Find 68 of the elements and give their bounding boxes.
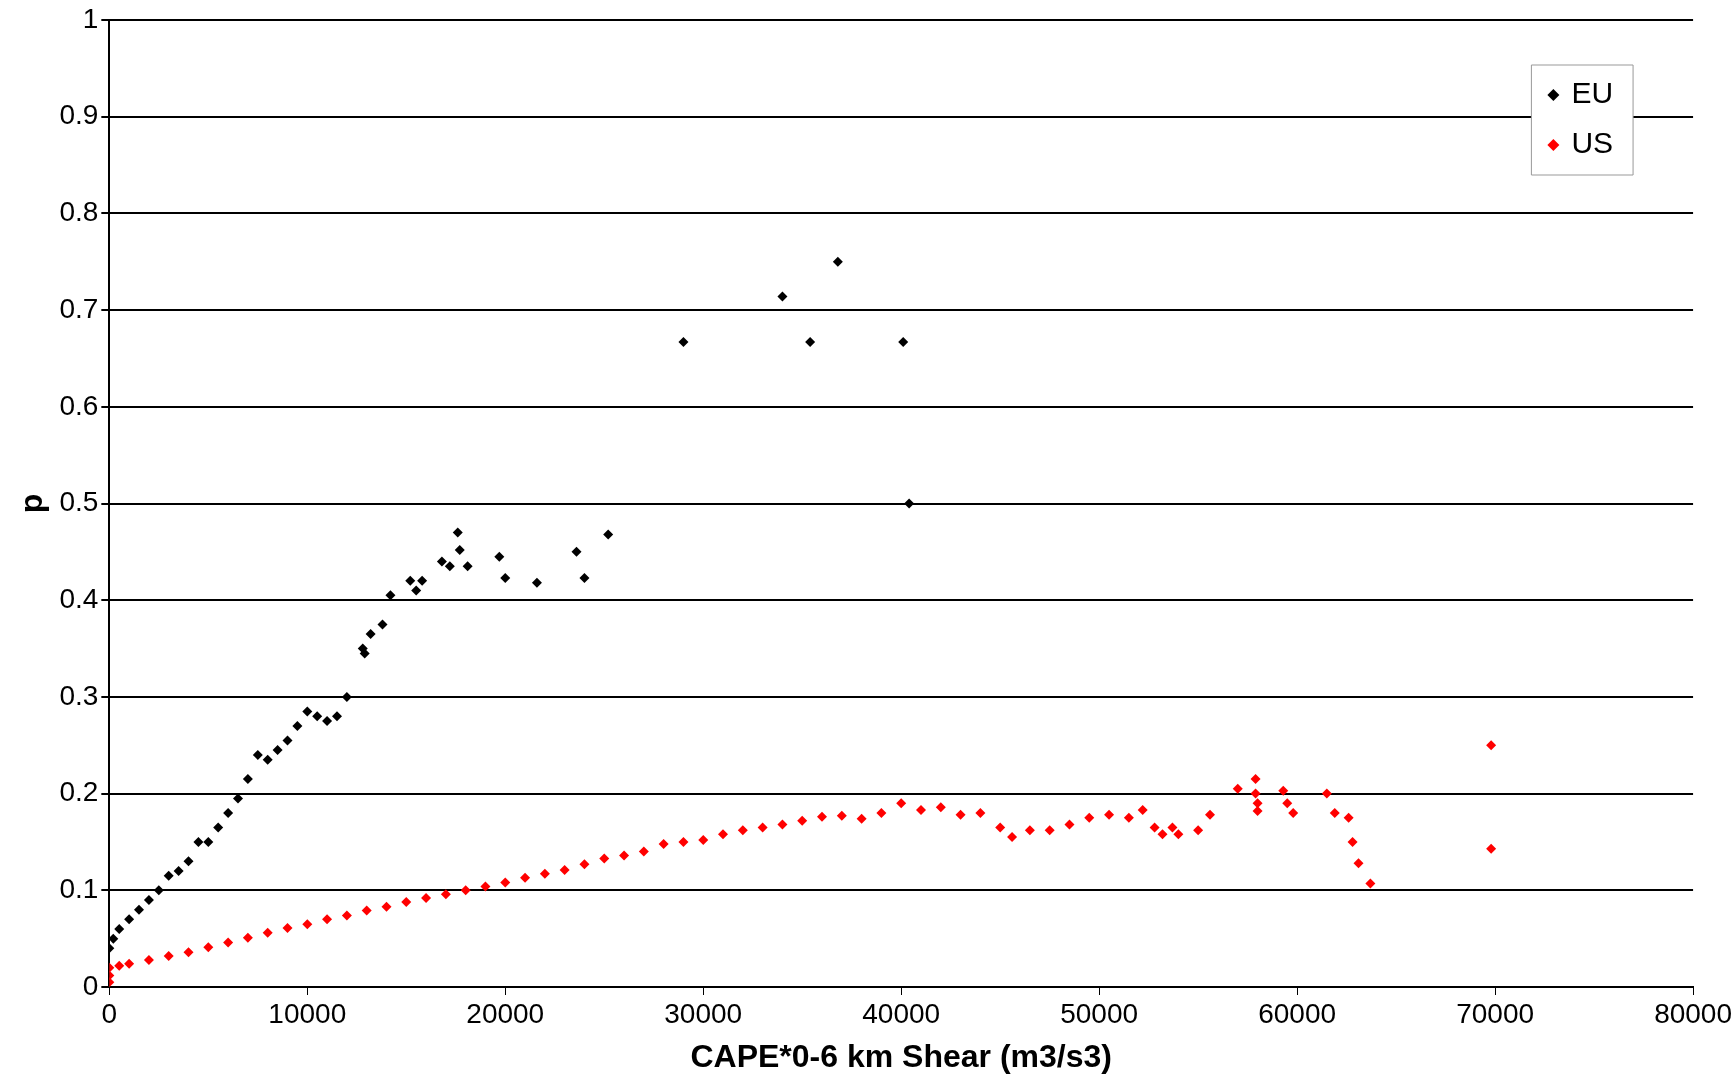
point (678, 337, 689, 348)
point (436, 556, 447, 567)
point (805, 337, 816, 348)
y-tick-label: 0.6 (59, 389, 99, 421)
point (904, 498, 915, 509)
point (531, 577, 542, 588)
point (203, 836, 214, 847)
point (603, 529, 614, 540)
point (898, 337, 909, 348)
point (579, 572, 590, 583)
point (302, 706, 313, 717)
point (114, 923, 125, 934)
y-tick-label: 0.1 (59, 873, 99, 905)
x-tick-label: 20000 (466, 997, 545, 1029)
point (272, 745, 283, 756)
y-tick-label: 0.2 (59, 776, 99, 808)
point (124, 914, 135, 925)
x-tick-label: 70000 (1456, 997, 1535, 1029)
point (377, 619, 388, 630)
point (832, 256, 843, 267)
y-tick-label: 0.9 (59, 99, 99, 131)
point (444, 561, 455, 572)
point (262, 754, 273, 765)
point (500, 572, 511, 583)
y-tick-label: 0 (82, 969, 99, 1001)
point (134, 904, 145, 915)
point (322, 716, 333, 727)
legend-label: EU (1571, 76, 1614, 110)
point (242, 774, 253, 785)
point (365, 629, 376, 640)
point (452, 527, 463, 538)
point (109, 933, 119, 944)
point (213, 822, 224, 833)
point (252, 749, 263, 760)
point (193, 836, 204, 847)
point (494, 551, 505, 562)
point (777, 291, 788, 302)
point (223, 807, 234, 818)
y-tick-label: 0.8 (59, 196, 99, 228)
point (163, 870, 174, 881)
x-tick-label: 10000 (268, 997, 347, 1029)
x-axis-title: CAPE*0-6 km Shear (m3/s3) (690, 1037, 1112, 1074)
point (571, 546, 582, 557)
point (143, 894, 154, 905)
point (183, 856, 194, 867)
x-tick-label: 30000 (664, 997, 743, 1029)
point (292, 720, 303, 731)
y-tick-label: 0.3 (59, 679, 99, 711)
x-tick-label: 80000 (1654, 997, 1733, 1029)
x-tick-label: 60000 (1258, 997, 1337, 1029)
point (173, 865, 184, 876)
point (331, 711, 342, 722)
y-axis-title: p (13, 493, 50, 514)
point (153, 885, 164, 896)
point (282, 735, 293, 746)
y-tick-label: 0.5 (59, 486, 99, 518)
legend-label: US (1571, 126, 1614, 160)
point (411, 585, 422, 596)
point (462, 561, 473, 572)
x-tick-label: 50000 (1060, 997, 1139, 1029)
point (454, 544, 465, 555)
y-tick-label: 0.7 (59, 292, 99, 324)
y-tick-label: 1 (82, 2, 99, 34)
point (312, 711, 323, 722)
x-tick-label: 40000 (862, 997, 941, 1029)
point (405, 575, 416, 586)
point (417, 575, 428, 586)
y-tick-label: 0.4 (59, 582, 99, 614)
